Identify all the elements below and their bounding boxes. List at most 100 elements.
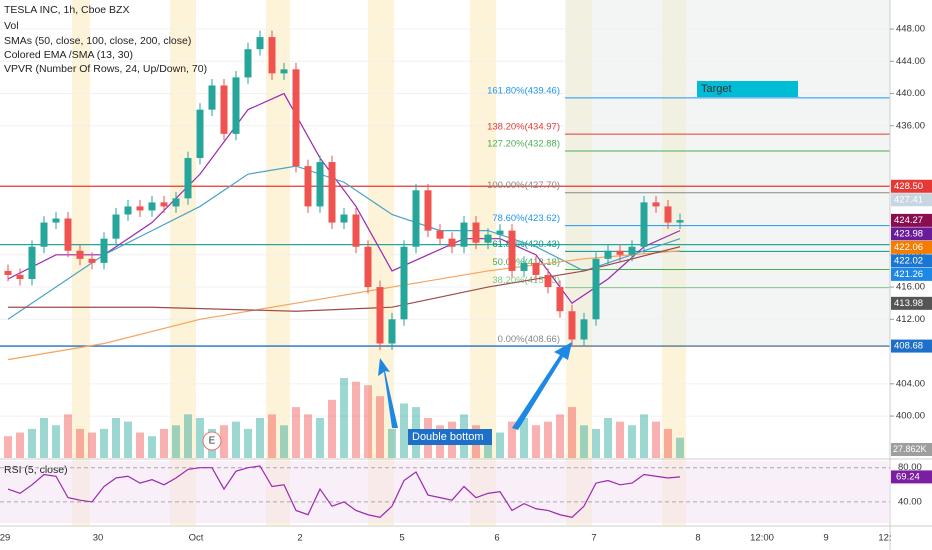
candle-body bbox=[316, 162, 324, 207]
legend-line: VPVR (Number Of Rows, 24, Up/Down, 70) bbox=[4, 63, 207, 75]
candle-body bbox=[112, 214, 120, 239]
volume-bar bbox=[400, 403, 408, 458]
volume-bar bbox=[76, 428, 84, 458]
candle-body bbox=[664, 206, 672, 223]
volume-bar bbox=[268, 414, 276, 458]
rsi-line bbox=[7, 465, 681, 518]
candle-body bbox=[172, 198, 180, 207]
moving-average bbox=[7, 92, 681, 304]
candle-body bbox=[244, 49, 252, 78]
candle-body bbox=[580, 319, 588, 340]
volume-bar bbox=[256, 418, 264, 458]
volume-bar bbox=[52, 425, 60, 458]
candle-body bbox=[640, 202, 648, 247]
volume-bar bbox=[292, 407, 300, 458]
volume-bar bbox=[328, 399, 336, 458]
y-tick-label: 400.00 bbox=[896, 411, 925, 422]
volume-bar bbox=[652, 421, 660, 458]
volume-bar bbox=[304, 414, 312, 458]
earnings-marker[interactable] bbox=[202, 431, 222, 451]
candle-body bbox=[136, 206, 144, 211]
volume-bar bbox=[124, 421, 132, 458]
legend-line: SMAs (50, close, 100, close, 200, close) bbox=[4, 35, 191, 47]
y-tick-label: 444.00 bbox=[896, 56, 925, 67]
candle-body bbox=[232, 77, 240, 134]
volume-bar bbox=[148, 436, 156, 458]
price-tag-text: 421.26 bbox=[894, 269, 923, 280]
candle-body bbox=[124, 206, 132, 215]
candle-body bbox=[196, 109, 204, 159]
price-tag-text: 423.98 bbox=[894, 228, 923, 239]
rsi-tag-text: 69.24 bbox=[896, 471, 920, 482]
price-tag bbox=[891, 227, 932, 241]
candle-body bbox=[532, 262, 540, 275]
candle-body bbox=[376, 287, 384, 344]
candle-body bbox=[388, 319, 396, 344]
x-tick-label: 2 bbox=[297, 533, 302, 544]
volume-bar bbox=[184, 414, 192, 458]
volume-bar bbox=[364, 385, 372, 458]
candle-body bbox=[292, 69, 300, 167]
candle-body bbox=[604, 250, 612, 259]
target-text: Target bbox=[701, 83, 732, 95]
rsi-tick-label: 80.00 bbox=[898, 462, 922, 473]
volume-bar bbox=[628, 425, 636, 458]
candle-body bbox=[616, 250, 624, 255]
legend-line: Vol bbox=[4, 20, 19, 32]
price-tag bbox=[891, 296, 932, 310]
volume-bar bbox=[244, 428, 252, 458]
price-tag bbox=[891, 240, 932, 254]
candle-body bbox=[88, 258, 96, 263]
volume-bar bbox=[172, 425, 180, 458]
moving-average bbox=[7, 165, 681, 320]
fib-zone bbox=[565, 0, 890, 345]
candle-body bbox=[460, 222, 468, 247]
price-tag-text: 428.50 bbox=[894, 181, 923, 192]
candle-body bbox=[160, 202, 168, 207]
volume-bar bbox=[556, 414, 564, 458]
x-tick-label: 30 bbox=[93, 533, 104, 544]
plot: 161.80%(439.46) 138.20%(434.97) 127.20%(43… bbox=[0, 28, 890, 458]
candle-body bbox=[484, 234, 492, 243]
volume-bar bbox=[592, 428, 600, 458]
volume-bar bbox=[64, 414, 72, 458]
candle-body bbox=[592, 258, 600, 320]
volume-bar bbox=[40, 418, 48, 458]
x-tick-label: 7 bbox=[591, 533, 596, 544]
session-band bbox=[72, 0, 90, 525]
x-tick-label: 6 bbox=[494, 533, 499, 544]
x-tick-label: 9 bbox=[823, 533, 828, 544]
fib-label: 61.80%(420.43) bbox=[492, 239, 560, 250]
y-tick-label: 416.00 bbox=[896, 282, 925, 293]
rsi-label: RSI (5, close) bbox=[4, 464, 68, 476]
volume-bar bbox=[544, 421, 552, 458]
candle-body bbox=[4, 270, 12, 275]
x-tick-label: 5 bbox=[399, 533, 404, 544]
candle-body bbox=[568, 311, 576, 340]
rsi-tag bbox=[891, 470, 932, 484]
candle-body bbox=[52, 218, 60, 223]
price-tag bbox=[891, 193, 932, 207]
volume-bar bbox=[196, 418, 204, 458]
moving-average bbox=[7, 250, 681, 361]
volume-bar bbox=[340, 378, 348, 458]
volume-bar bbox=[88, 432, 96, 458]
candle-body bbox=[340, 214, 348, 223]
candle-body bbox=[220, 85, 228, 134]
price-tag-text: 422.02 bbox=[894, 255, 923, 266]
session-band bbox=[368, 0, 394, 525]
candle-body bbox=[64, 218, 72, 251]
volume-bar bbox=[232, 421, 240, 458]
candle-body bbox=[628, 246, 636, 255]
arrow bbox=[378, 358, 398, 428]
candle-body bbox=[268, 37, 276, 74]
candle-body bbox=[148, 202, 156, 211]
candle-body bbox=[16, 274, 24, 279]
price-tag bbox=[891, 254, 932, 268]
earnings-text: E bbox=[209, 436, 216, 447]
session-band bbox=[266, 0, 290, 525]
volume-bar bbox=[532, 425, 540, 458]
volume-bar bbox=[520, 418, 528, 458]
candle-body bbox=[100, 238, 108, 263]
